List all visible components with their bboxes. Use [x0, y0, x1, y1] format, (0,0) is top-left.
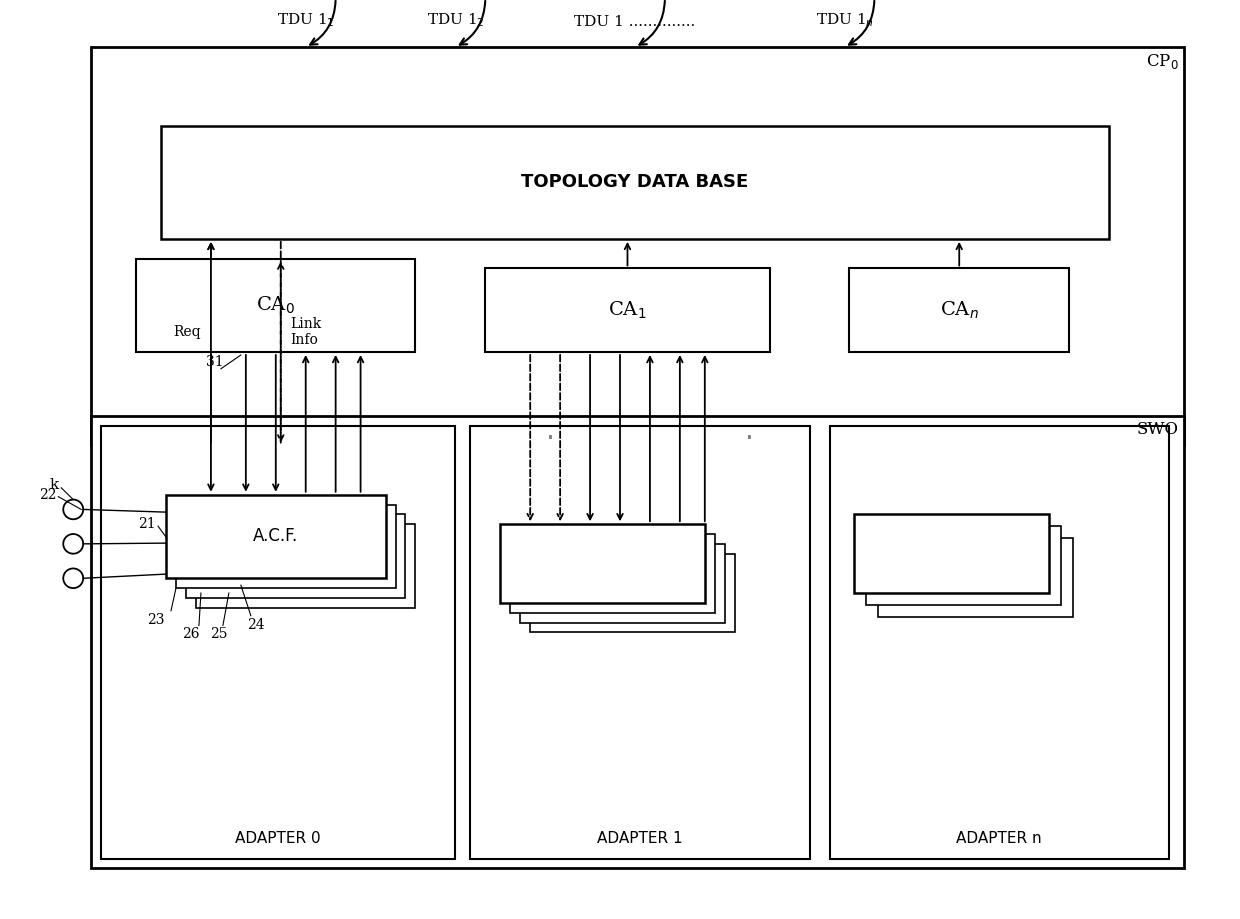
Bar [500, 524, 704, 603]
Bar [196, 524, 415, 607]
Bar [136, 258, 415, 352]
Text: .: . [745, 416, 754, 445]
Bar [186, 515, 405, 598]
Bar [176, 505, 396, 588]
Text: Link
Info: Link Info [290, 317, 322, 347]
Text: SWO: SWO [1137, 421, 1179, 438]
Bar [92, 416, 1184, 868]
Text: CP$_0$: CP$_0$ [1146, 52, 1179, 71]
Bar [102, 425, 455, 858]
Bar [485, 268, 770, 352]
Bar [531, 553, 735, 632]
Bar [470, 425, 810, 858]
Bar [878, 538, 1073, 617]
Text: 22: 22 [38, 488, 56, 502]
Bar [854, 515, 1049, 593]
Text: ADAPTER 0: ADAPTER 0 [236, 831, 321, 845]
Text: ADAPTER n: ADAPTER n [956, 831, 1042, 845]
Bar [849, 268, 1069, 352]
Text: A.C.F.: A.C.F. [253, 528, 299, 546]
Text: CA$_1$: CA$_1$ [608, 300, 647, 321]
Text: 23: 23 [148, 613, 165, 627]
Text: ADAPTER 1: ADAPTER 1 [598, 831, 683, 845]
Bar [92, 47, 1184, 446]
Text: .: . [546, 416, 554, 445]
Text: TDU 1$_1$: TDU 1$_1$ [277, 12, 335, 29]
Text: 21: 21 [139, 517, 156, 531]
Text: TDU 1$_2$: TDU 1$_2$ [427, 12, 484, 29]
Text: 25: 25 [210, 628, 228, 641]
Text: k: k [50, 478, 60, 492]
Text: CA$_0$: CA$_0$ [257, 295, 295, 316]
Text: TOPOLOGY DATA BASE: TOPOLOGY DATA BASE [521, 174, 749, 191]
Bar [161, 126, 1109, 239]
Bar [510, 534, 714, 613]
Text: TDU 1$_n$: TDU 1$_n$ [816, 12, 873, 29]
Text: 26: 26 [182, 628, 200, 641]
Text: TDU 1 ..............: TDU 1 .............. [574, 16, 696, 29]
Text: 31: 31 [206, 355, 223, 369]
Bar [867, 527, 1061, 605]
Text: 24: 24 [247, 618, 264, 631]
Text: CA$_n$: CA$_n$ [940, 300, 978, 321]
Bar [521, 544, 724, 622]
Bar [830, 425, 1169, 858]
Bar [166, 494, 386, 578]
Text: Req: Req [174, 325, 201, 339]
